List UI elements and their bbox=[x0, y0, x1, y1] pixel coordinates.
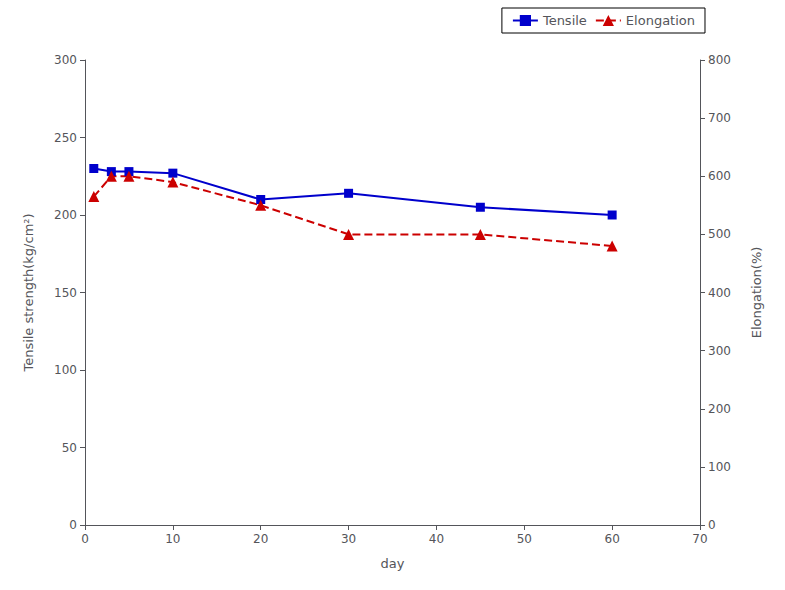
svg-text:0: 0 bbox=[81, 532, 89, 546]
svg-text:40: 40 bbox=[429, 532, 444, 546]
svg-text:Tensile strength(kg/cm²): Tensile strength(kg/cm²) bbox=[21, 213, 36, 372]
svg-text:300: 300 bbox=[54, 53, 77, 67]
svg-text:20: 20 bbox=[253, 532, 268, 546]
svg-text:300: 300 bbox=[708, 344, 731, 358]
svg-text:100: 100 bbox=[54, 363, 77, 377]
svg-text:200: 200 bbox=[708, 402, 731, 416]
svg-text:10: 10 bbox=[165, 532, 180, 546]
svg-text:800: 800 bbox=[708, 53, 731, 67]
svg-text:0: 0 bbox=[69, 518, 77, 532]
svg-text:60: 60 bbox=[605, 532, 620, 546]
svg-text:Tensile: Tensile bbox=[542, 13, 587, 28]
svg-text:30: 30 bbox=[341, 532, 356, 546]
svg-text:Elongation: Elongation bbox=[626, 13, 695, 28]
svg-text:Elongation(%): Elongation(%) bbox=[749, 247, 764, 339]
svg-text:400: 400 bbox=[708, 286, 731, 300]
svg-text:700: 700 bbox=[708, 111, 731, 125]
svg-text:100: 100 bbox=[708, 460, 731, 474]
svg-text:200: 200 bbox=[54, 208, 77, 222]
svg-text:50: 50 bbox=[517, 532, 532, 546]
svg-text:250: 250 bbox=[54, 131, 77, 145]
svg-text:70: 70 bbox=[692, 532, 707, 546]
svg-text:500: 500 bbox=[708, 227, 731, 241]
svg-text:0: 0 bbox=[708, 518, 716, 532]
svg-text:150: 150 bbox=[54, 286, 77, 300]
svg-text:600: 600 bbox=[708, 169, 731, 183]
svg-text:day: day bbox=[381, 556, 405, 571]
svg-text:50: 50 bbox=[62, 441, 77, 455]
